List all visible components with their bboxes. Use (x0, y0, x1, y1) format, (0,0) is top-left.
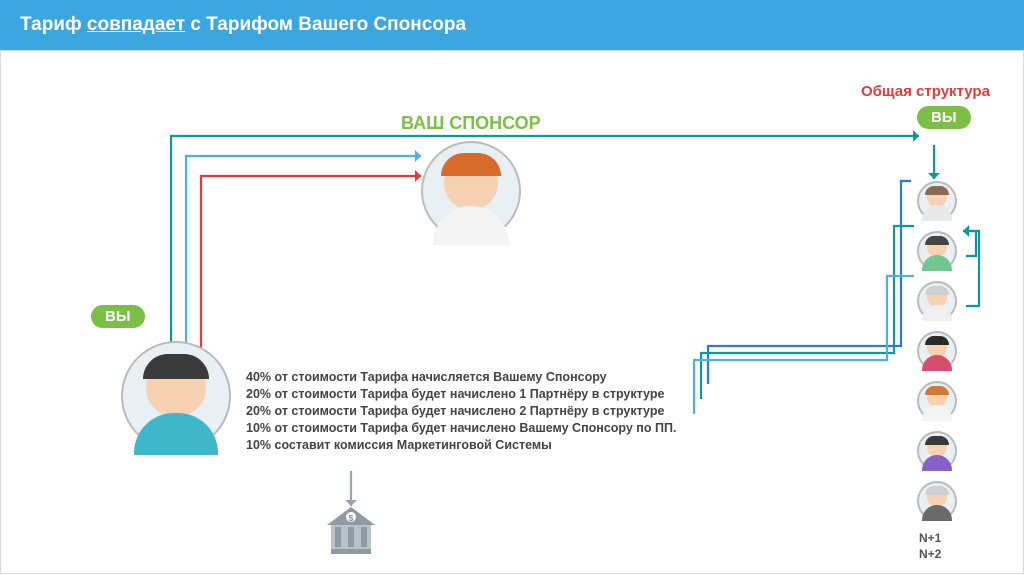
arrowhead (415, 150, 421, 162)
structure-avatar (917, 331, 957, 371)
structure-avatar (917, 181, 957, 221)
flow-arrow (186, 156, 421, 371)
structure-avatar (917, 281, 957, 321)
svg-text:$: $ (349, 514, 354, 523)
structure-avatar (917, 381, 957, 421)
bank-icon: $ (323, 503, 379, 559)
page-header: Тариф совпадает с Тарифом Вашего Спонсор… (0, 0, 1024, 50)
title-suffix: с Тарифом Вашего Спонсора (185, 14, 466, 35)
flow-arrow (171, 136, 919, 373)
title-underlined: совпадает (87, 14, 185, 35)
distribution-line: 20% от стоимости Тарифа будет начислено … (246, 403, 676, 420)
structure-label: Общая структура (861, 83, 990, 100)
you-left-badge: ВЫ (91, 305, 145, 328)
distribution-line: 40% от стоимости Тарифа начисляется Ваше… (246, 369, 676, 386)
distribution-list: 40% от стоимости Тарифа начисляется Ваше… (246, 369, 676, 453)
structure-avatar (917, 231, 957, 271)
arrowhead (415, 170, 421, 182)
n1-label: N+1 (919, 531, 941, 545)
distribution-line: 20% от стоимости Тарифа будет начислено … (246, 386, 676, 403)
distribution-line: 10% от стоимости Тарифа будет начислено … (246, 420, 676, 437)
n2-label: N+2 (919, 547, 941, 561)
flow-arrow (701, 226, 914, 399)
structure-avatar (917, 481, 957, 521)
flow-arrow (201, 176, 421, 371)
you-right-badge: ВЫ (917, 106, 971, 129)
arrowhead (928, 173, 940, 179)
sponsor-avatar (421, 141, 521, 241)
arrowhead (913, 130, 919, 142)
arrowhead (963, 225, 969, 237)
you-left-avatar (121, 341, 231, 451)
flow-arrow (963, 231, 976, 256)
diagram-canvas: ВАШ СПОНСОР Общая структура ВЫ ВЫ N+1 N+… (0, 50, 1024, 574)
structure-avatar (917, 431, 957, 471)
page-title: Тариф совпадает с Тарифом Вашего Спонсор… (20, 14, 466, 36)
sponsor-label: ВАШ СПОНСОР (401, 113, 541, 134)
title-prefix: Тариф (20, 14, 87, 35)
distribution-line: 10% составит комиссия Маркетинговой Сист… (246, 437, 676, 454)
